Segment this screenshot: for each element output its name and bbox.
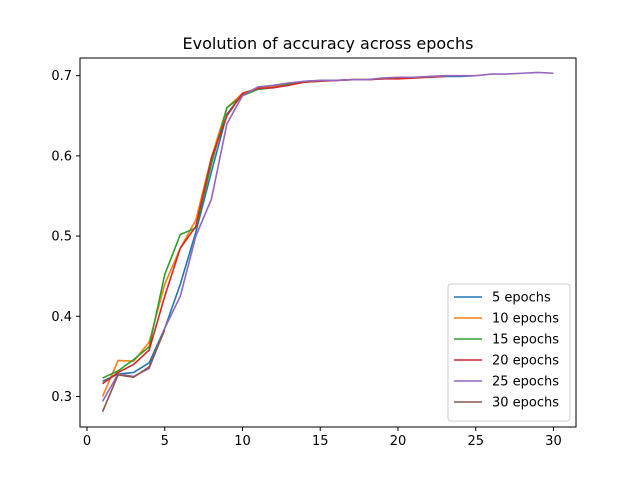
series-layer — [101, 71, 554, 413]
y-tick-label: 0.7 — [51, 69, 72, 84]
legend-label: 10 epochs — [492, 312, 559, 327]
x-axis: 0 5 10 15 20 25 30 — [83, 427, 562, 449]
x-tick-label: 15 — [312, 434, 329, 449]
series-line-25-epochs — [101, 71, 554, 402]
series-line-5-epochs — [102, 74, 476, 383]
legend-label: 25 epochs — [492, 375, 559, 390]
y-axis: 0.3 0.4 0.5 0.6 0.7 — [51, 69, 80, 405]
legend: 5 epochs 10 epochs 15 epochs 20 epochs 25 ep… — [447, 283, 571, 422]
axes-frame — [79, 57, 577, 428]
x-tick-label: 20 — [390, 434, 407, 449]
legend-label: 20 epochs — [492, 354, 559, 369]
series-line-15-epochs — [102, 80, 321, 379]
y-tick-label: 0.3 — [51, 390, 72, 405]
y-tick-label: 0.5 — [51, 230, 72, 245]
series-line-30-epochs — [101, 329, 166, 413]
x-tick-label: 0 — [83, 434, 91, 449]
x-tick-label: 5 — [161, 434, 169, 449]
legend-label: 30 epochs — [492, 396, 559, 411]
chart-title: Evolution of accuracy across epochs — [183, 34, 474, 53]
x-tick-label: 30 — [545, 434, 562, 449]
y-tick-label: 0.6 — [51, 149, 72, 164]
y-tick-label: 0.4 — [51, 310, 72, 325]
series-line-20-epochs — [102, 75, 445, 385]
legend-label: 5 epochs — [492, 291, 551, 306]
x-tick-label: 10 — [234, 434, 251, 449]
legend-label: 15 epochs — [492, 333, 559, 348]
x-tick-label: 25 — [467, 434, 484, 449]
